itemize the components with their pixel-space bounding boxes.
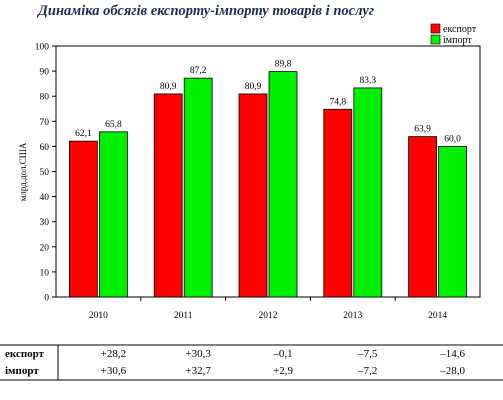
bar-export xyxy=(238,93,268,298)
y-tick-label: 80 xyxy=(40,93,50,103)
x-tick-label: 2011 xyxy=(174,311,193,321)
bar-export xyxy=(153,93,183,298)
y-tick-label: 90 xyxy=(40,68,50,78)
table-cell: +2,9 xyxy=(273,365,293,377)
bar-import xyxy=(99,131,128,298)
y-tick-label: 20 xyxy=(40,243,50,253)
data-label-export: 80,9 xyxy=(245,82,262,92)
legend-label-export: експорт xyxy=(443,24,477,35)
bar-export xyxy=(323,108,353,298)
table-cell: –14,6 xyxy=(439,348,465,360)
table-cell: +30,3 xyxy=(185,348,211,360)
legend-swatch-import xyxy=(430,34,441,45)
y-axis-label: млрд.дол.США xyxy=(18,142,28,201)
data-label-export: 62,1 xyxy=(75,129,92,139)
legend-swatch-export xyxy=(430,23,441,34)
y-tick-label: 100 xyxy=(35,43,50,53)
bar-import xyxy=(353,87,383,298)
bar-import xyxy=(438,145,468,298)
table-cell: –28,0 xyxy=(439,365,465,377)
x-tick-label: 2010 xyxy=(89,311,108,321)
summary-table: експорт +28,2 +30,3 –0,1 –7,5 –14,6 імпорт +30,… xyxy=(0,344,503,381)
data-label-import: 87,2 xyxy=(190,66,207,76)
table-cell: +30,6 xyxy=(101,365,127,377)
table-cell: –0,1 xyxy=(272,348,292,360)
x-tick-label: 2012 xyxy=(259,311,278,321)
data-label-export: 80,9 xyxy=(160,82,177,92)
data-label-export: 63,9 xyxy=(414,125,431,135)
table-row-label: експорт xyxy=(5,348,45,360)
legend-label-import: імпорт xyxy=(443,35,472,46)
y-tick-label: 50 xyxy=(40,168,50,178)
table-cell: –7,2 xyxy=(357,365,377,377)
x-tick-label: 2013 xyxy=(343,311,362,321)
legend: експорт імпорт xyxy=(430,23,477,46)
data-label-import: 60,0 xyxy=(444,134,461,144)
chart-title: Динаміка обсягів експорту-імпорту товарі… xyxy=(36,3,375,19)
y-tick-label: 10 xyxy=(40,268,50,278)
data-label-import: 83,3 xyxy=(359,76,376,86)
data-label-import: 89,8 xyxy=(275,60,292,70)
bar-import xyxy=(268,71,298,298)
y-tick-label: 70 xyxy=(40,118,50,128)
table-cell: –7,5 xyxy=(357,348,378,360)
y-tick-label: 30 xyxy=(40,218,50,228)
table-row-label: імпорт xyxy=(5,365,39,377)
y-tick-label: 40 xyxy=(40,193,50,203)
table-cell: +32,7 xyxy=(185,365,211,377)
data-label-export: 74,8 xyxy=(329,97,346,107)
bar-export xyxy=(408,136,438,298)
bar-import xyxy=(183,77,213,298)
y-tick-label: 60 xyxy=(40,143,50,153)
plot-area: 0 10 20 30 40 50 60 70 80 90 100 2010 62,1 65,8 2011 80… xyxy=(35,43,481,321)
table-cell: +28,2 xyxy=(101,348,126,360)
x-tick-label: 2014 xyxy=(428,311,447,321)
y-tick-label: 0 xyxy=(44,294,49,304)
bar-export xyxy=(69,140,98,298)
data-label-import: 65,8 xyxy=(105,120,122,130)
